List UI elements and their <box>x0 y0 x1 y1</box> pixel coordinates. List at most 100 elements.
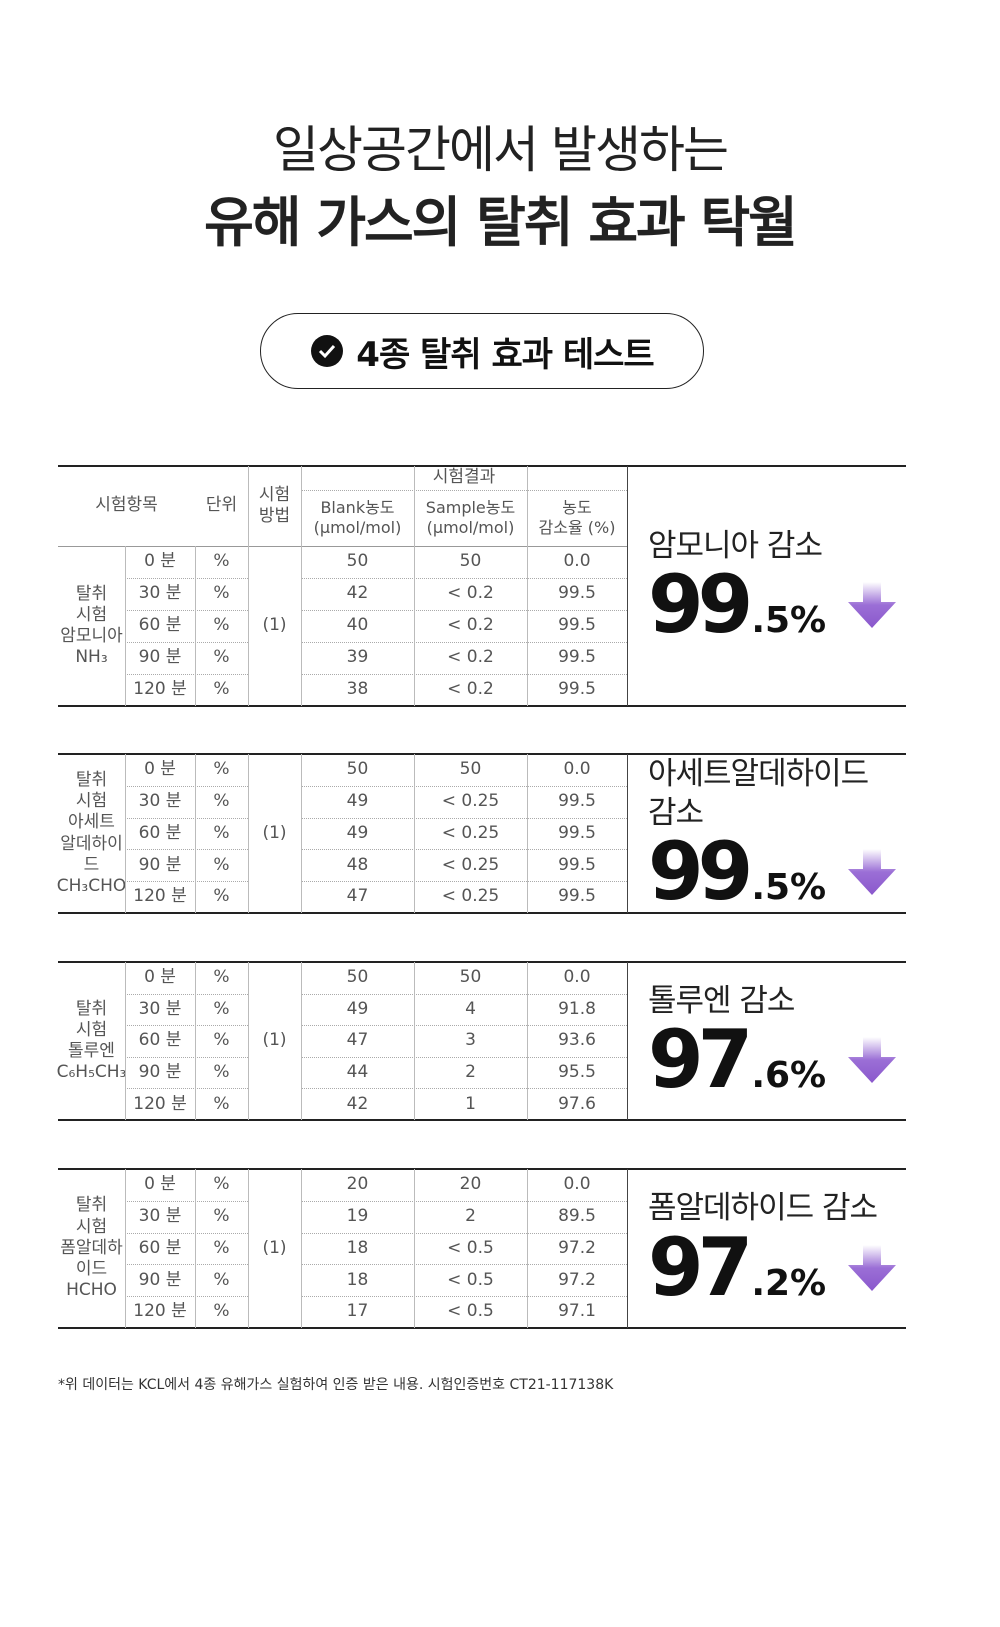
header-sample-line: (μmol/mol) <box>426 518 515 537</box>
table-cell: 0.0 <box>563 759 591 780</box>
table-cell: 2 <box>465 1206 476 1227</box>
result-label: 아세트알데하이드 감소 <box>648 755 869 831</box>
table-cell: 4 <box>465 998 476 1019</box>
header-sample: Sample농도 (μmol/mol) <box>414 490 527 546</box>
test-name: 탈취 시험 폼알데하이드 HCHO <box>58 1169 125 1328</box>
table-cell: % <box>213 1301 230 1322</box>
table-cell: % <box>213 1061 230 1082</box>
badge: 4종 탈취 효과 테스트 <box>260 313 704 389</box>
col-rule <box>195 962 196 1120</box>
row-rule <box>125 1025 248 1027</box>
table-cell: 0 분 <box>144 967 176 988</box>
row-rule <box>125 1296 248 1298</box>
result-small: .5% <box>751 867 827 909</box>
table-cell: 49 <box>346 998 369 1019</box>
table-cell: 99.5 <box>558 886 596 907</box>
table-cell: 0.0 <box>563 967 591 988</box>
table-cell: < 0.2 <box>447 647 494 668</box>
header-method-line: 방법 <box>258 506 291 526</box>
row-rule <box>301 993 627 995</box>
result-small: .6% <box>751 1055 827 1097</box>
down-arrow <box>848 1244 897 1291</box>
test-method: (1) <box>262 615 287 636</box>
row-rule <box>301 1232 627 1234</box>
table-cell: < 0.25 <box>441 854 500 875</box>
table-cell: 40 <box>346 615 369 636</box>
test-name-line: 시험 <box>75 791 108 811</box>
col-rule <box>627 754 628 913</box>
table-cell: < 0.2 <box>447 583 494 604</box>
table-cell: 97.1 <box>558 1301 596 1322</box>
table-cell: < 0.25 <box>441 791 500 812</box>
table-cell: < 0.2 <box>447 615 494 636</box>
table-cell: 91.8 <box>558 998 596 1019</box>
table-cell: 60 분 <box>138 822 182 843</box>
col-rule <box>414 466 415 706</box>
col-rule <box>527 466 528 706</box>
table-cell: % <box>213 1174 230 1195</box>
badge-text: 4종 탈취 효과 테스트 <box>356 334 654 375</box>
table-cell: 97.2 <box>558 1269 596 1290</box>
table-cell: 50 <box>459 551 482 572</box>
result-panel: 톨루엔 감소 97.6% <box>648 962 898 1120</box>
row-rule <box>125 1232 248 1234</box>
table-cell: 120 분 <box>133 679 187 700</box>
col-rule <box>527 962 528 1120</box>
header-results: 시험결과 <box>432 467 496 488</box>
test-name-line: 시험 <box>75 1216 108 1237</box>
row-rule <box>125 610 248 611</box>
down-arrow <box>848 849 897 896</box>
test-method: (1) <box>262 1030 287 1051</box>
col-rule <box>125 754 126 913</box>
row-rule <box>301 578 627 579</box>
test-name-line: 탈취 <box>75 769 108 790</box>
table-cell: % <box>213 822 230 843</box>
result-value: 97.2% <box>648 1227 898 1308</box>
table-cell: 39 <box>346 647 369 668</box>
row-rule <box>301 642 627 643</box>
row-rule <box>301 1264 627 1266</box>
test-name-line: 폼알데하이드 <box>60 1237 123 1280</box>
table-cell: % <box>213 1206 230 1227</box>
row-rule <box>125 993 248 995</box>
result-panel: 아세트알데하이드 감소 99.5% <box>648 754 898 913</box>
header-sample-line: Sample농도 <box>425 498 516 517</box>
table-cell: 99.5 <box>558 647 596 668</box>
test-name-line: C₆H₅CH₃ <box>56 1062 127 1083</box>
test-name-line: CH₃CHO <box>56 876 127 896</box>
row-rule <box>301 1088 627 1090</box>
test-method: (1) <box>262 822 287 843</box>
table-cell: 120 분 <box>133 886 187 907</box>
col-rule <box>627 1169 628 1328</box>
row-rule <box>125 817 248 819</box>
test-name-line: 아세트 <box>68 812 115 833</box>
col-rule <box>301 962 302 1120</box>
col-rule <box>125 546 126 706</box>
col-rule <box>301 754 302 913</box>
test-name-line: 알데하이드 <box>60 833 123 875</box>
row-rule <box>125 674 248 675</box>
result-small: .5% <box>751 600 827 642</box>
table-cell: 120 분 <box>133 1093 187 1114</box>
table-cell: 0 분 <box>144 759 176 780</box>
table-cell: 47 <box>346 886 369 907</box>
table-top-rule <box>58 753 906 755</box>
table-cell: 99.5 <box>558 854 596 875</box>
table-cell: 50 <box>459 759 482 780</box>
table-cell: 49 <box>346 822 369 843</box>
table-cell: 99.5 <box>558 791 596 812</box>
table-cell: % <box>213 791 230 812</box>
test-name-line: NH₃ <box>75 647 108 668</box>
row-rule <box>125 785 248 787</box>
result-big: 97 <box>648 1013 753 1107</box>
header-method: 시험 방법 <box>248 466 301 546</box>
row-rule <box>301 817 627 819</box>
col-rule <box>248 962 249 1120</box>
table-cell: 48 <box>346 854 369 875</box>
table-cell: % <box>213 583 230 604</box>
header-rate-line: 감소율 (%) <box>538 518 616 537</box>
row-rule <box>301 674 627 675</box>
table-cell: 99.5 <box>558 583 596 604</box>
table-cell: 60 분 <box>138 1237 182 1258</box>
table-cell: 18 <box>346 1237 369 1258</box>
